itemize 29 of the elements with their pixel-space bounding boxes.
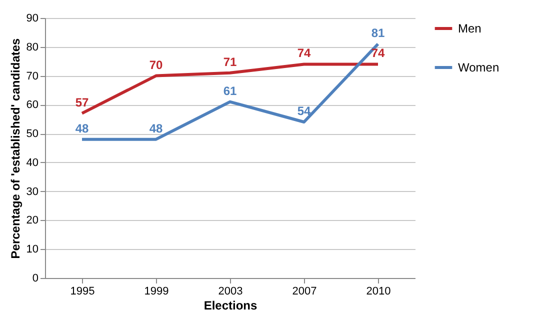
y-tick-label: 50 — [26, 128, 38, 140]
data-label: 48 — [149, 121, 163, 136]
y-tick-label: 10 — [26, 244, 38, 256]
data-label: 48 — [75, 121, 89, 136]
y-tick-label: 20 — [26, 214, 38, 227]
x-axis-title: Elections — [204, 298, 258, 312]
data-label: 70 — [149, 58, 163, 72]
y-tick-label: 90 — [26, 12, 38, 24]
y-tick-label: 30 — [26, 186, 38, 198]
y-axis-title: Percentage of 'established' candidates — [8, 38, 22, 259]
data-label: 71 — [223, 54, 237, 69]
x-tick-label: 1999 — [144, 286, 169, 298]
y-tick-label: 80 — [26, 41, 38, 54]
x-tick-label: 2010 — [366, 286, 391, 298]
x-tick-label: 1995 — [70, 286, 95, 298]
data-label: 57 — [75, 95, 89, 110]
data-label: 74 — [297, 46, 311, 60]
legend-label: Men — [458, 22, 482, 36]
data-label: 81 — [371, 26, 385, 40]
legend-label: Women — [458, 60, 500, 74]
y-tick-label: 40 — [26, 156, 38, 169]
data-label: 61 — [223, 84, 237, 98]
data-label: 74 — [371, 46, 385, 60]
x-tick-label: 2007 — [292, 286, 317, 298]
y-tick-label: 0 — [32, 272, 38, 284]
x-tick-label: 2003 — [218, 286, 243, 298]
y-tick-label: 70 — [26, 70, 38, 82]
y-tick-label: 60 — [26, 99, 38, 112]
data-label: 54 — [297, 104, 311, 118]
